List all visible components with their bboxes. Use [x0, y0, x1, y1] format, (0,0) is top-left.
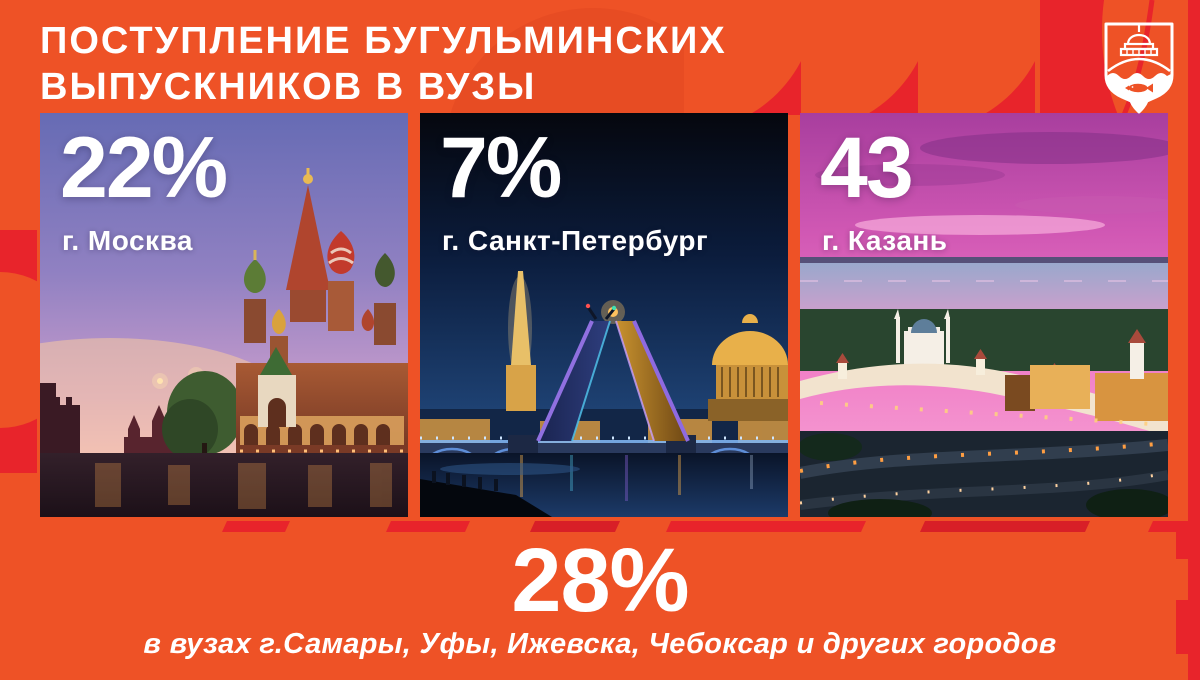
- kazan-kremlin-aerial-photo: [800, 113, 1168, 517]
- city-card-kazan: 43 г. Казань: [800, 113, 1168, 517]
- city-card-moscow: 22% г. Москва: [40, 113, 408, 517]
- footer-percent: 28%: [511, 531, 689, 631]
- card-value: 22%: [60, 120, 228, 216]
- card-city-label: г. Москва: [62, 225, 193, 256]
- decor-right-strip: [1176, 0, 1200, 680]
- st-petersburg-palace-bridge-photo: [420, 113, 788, 517]
- cards-row: 22% г. Москва: [40, 113, 1168, 517]
- decor-parallelogram-strip: [222, 521, 1200, 532]
- title-line-1: ПОСТУПЛЕНИЕ БУГУЛЬМИНСКИХ: [40, 20, 727, 62]
- footer-caption: в вузах г.Самары, Уфы, Ижевска, Чебоксар…: [143, 628, 1057, 660]
- page-title: ПОСТУПЛЕНИЕ БУГУЛЬМИНСКИХ ВЫПУСКНИКОВ В …: [40, 18, 727, 110]
- decor-tile-pattern: [684, 0, 1155, 132]
- fish-icon: [1125, 83, 1153, 93]
- card-city-label: г. Санкт-Петербург: [442, 225, 709, 256]
- moscow-st-basils-cathedral-photo: [40, 113, 408, 517]
- card-value: 7%: [440, 120, 562, 216]
- card-city-label: г. Казань: [822, 225, 948, 256]
- card-value: 43: [820, 120, 914, 216]
- bugulma-coat-of-arms-icon: [1104, 22, 1174, 114]
- city-card-saint-petersburg: 7% г. Санкт-Петербург: [420, 113, 788, 517]
- title-line-2: ВЫПУСКНИКОВ В ВУЗЫ: [40, 66, 537, 108]
